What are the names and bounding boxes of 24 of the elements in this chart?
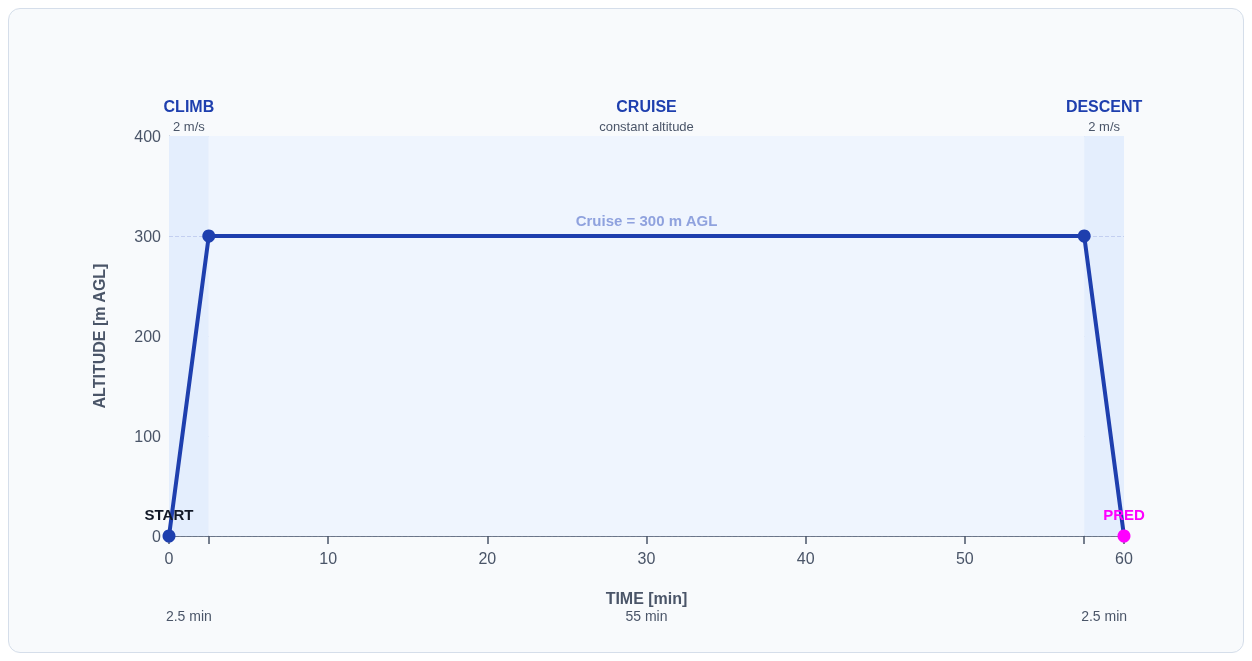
y-tick-label: 100 (134, 427, 162, 445)
y-tick-label: 300 (134, 227, 162, 245)
text: 2.5 min (165, 608, 212, 624)
x-tick-label: 60 (1115, 549, 1133, 567)
band-label: CRUISE (616, 97, 678, 115)
x-tick-label: 30 (637, 549, 656, 567)
ref-line-label: Cruise = 300 m AGL (575, 212, 718, 229)
text: 2.5 min (1081, 608, 1128, 624)
y-tick-label: 200 (134, 327, 162, 345)
band-label: DESCENT (1065, 97, 1143, 115)
x-tick-label: 20 (478, 549, 497, 567)
annotation: 2 m/s (1088, 118, 1121, 134)
x-tick-label: 10 (319, 549, 338, 567)
y-axis-title: ALTITUDE [m AGL] (90, 263, 108, 409)
annotation: constant altitude (599, 118, 694, 134)
x-tick-label: 0 (164, 549, 174, 567)
x-axis-title: TIME [min] (605, 589, 688, 607)
y-tick-label: 400 (134, 127, 162, 145)
x-tick-label: 50 (955, 549, 974, 567)
annotation: 2 m/s (173, 118, 206, 134)
y-tick-label: 0 (152, 527, 162, 545)
x-tick-label: 40 (796, 549, 815, 567)
text: 55 min (625, 608, 668, 624)
band-label: CLIMB (163, 97, 215, 115)
